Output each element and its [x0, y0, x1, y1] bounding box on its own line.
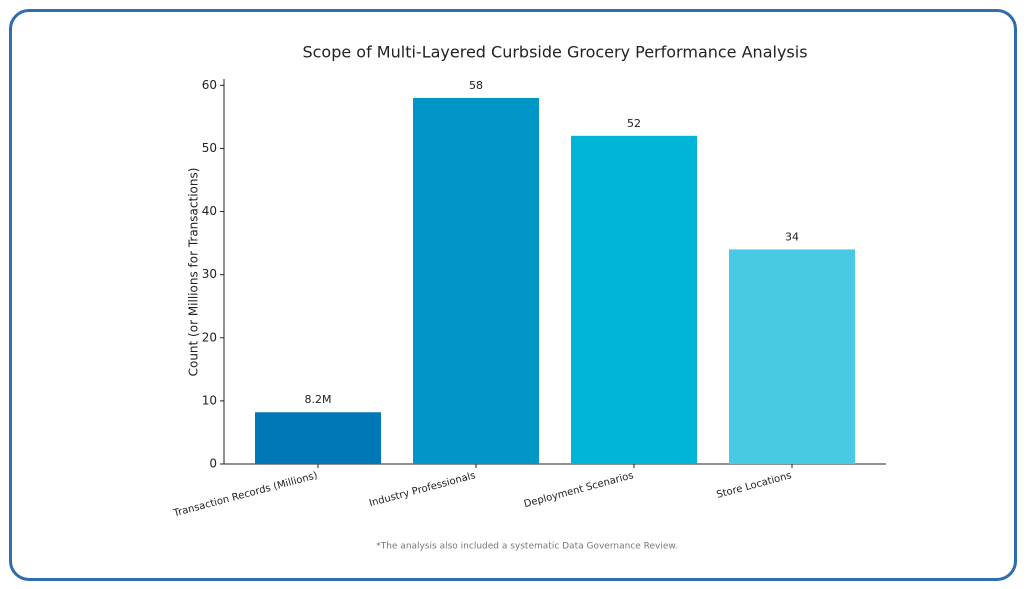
y-tick-label: 30	[202, 267, 217, 281]
y-tick-label: 40	[202, 204, 217, 218]
value-label: 34	[785, 230, 799, 243]
x-tick-label: Store Locations	[715, 470, 792, 501]
frame	[9, 9, 1017, 581]
y-tick-label: 20	[202, 330, 217, 344]
bar	[255, 412, 381, 464]
x-tick-label: Transaction Records (Millions)	[171, 470, 318, 519]
y-tick-label: 0	[209, 457, 217, 471]
bar	[571, 135, 697, 464]
bar	[729, 249, 855, 464]
value-label: 52	[627, 117, 641, 130]
y-axis-label: Count (or Millions for Transactions)	[187, 168, 201, 377]
bar	[413, 97, 539, 465]
y-tick-label: 10	[202, 393, 217, 407]
footnote: *The analysis also included a systematic…	[376, 542, 678, 552]
x-tick-label: Industry Professionals	[368, 470, 477, 509]
y-tick-label: 50	[202, 141, 217, 155]
chart-title: Scope of Multi-Layered Curbside Grocery …	[302, 43, 807, 62]
value-label: 8.2M	[305, 393, 332, 406]
y-tick-label: 60	[202, 78, 217, 92]
value-label: 58	[469, 79, 483, 92]
x-tick-label: Deployment Scenarios	[523, 470, 635, 510]
